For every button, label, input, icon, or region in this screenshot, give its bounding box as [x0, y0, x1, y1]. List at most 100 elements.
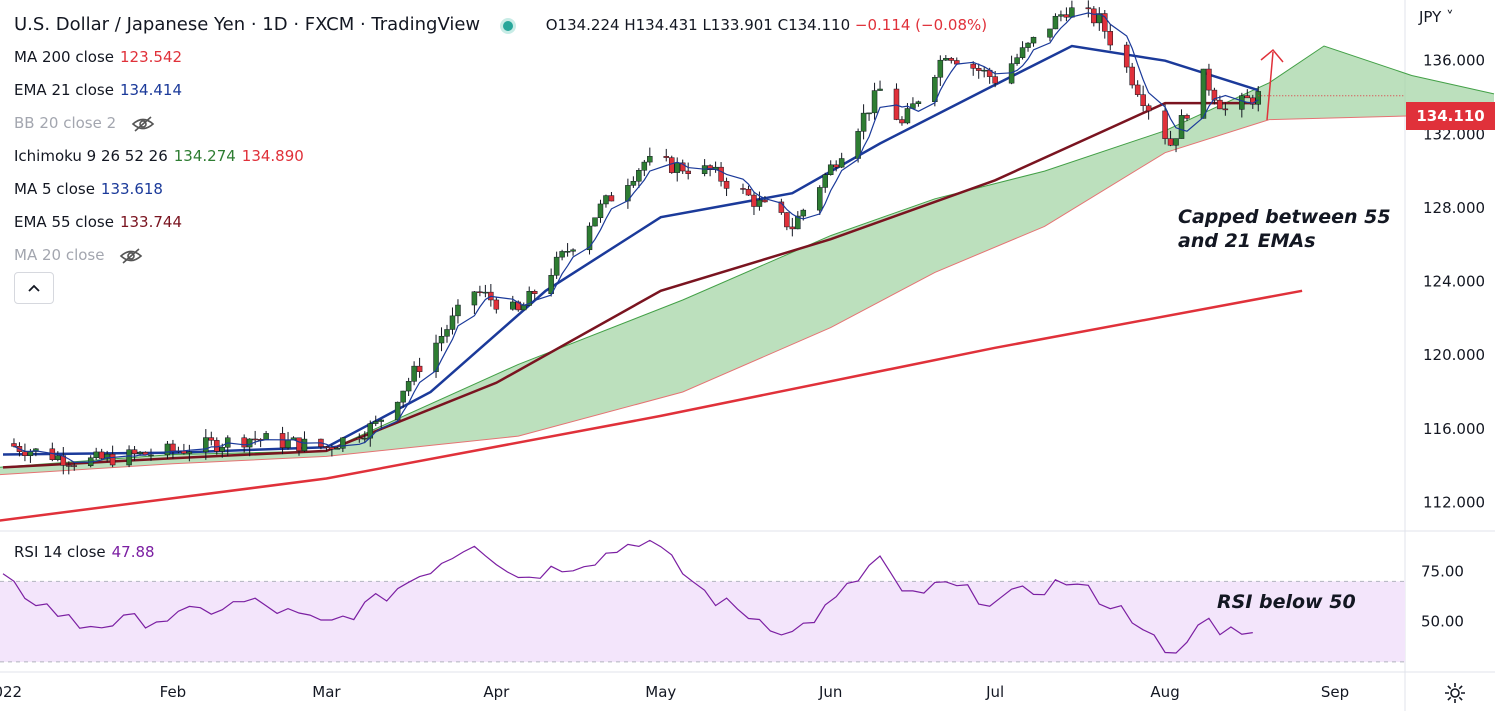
- ichimoku-span-b: [0, 109, 1495, 476]
- annotation-line: Capped between 55: [1178, 206, 1391, 228]
- candle-body: [214, 440, 220, 452]
- collapse-legend-button[interactable]: [14, 272, 54, 304]
- candle-body: [784, 212, 790, 228]
- ohlc-change: −0.114 (−0.08%): [854, 16, 988, 34]
- indicator-bb20[interactable]: BB 20 close 2: [14, 107, 987, 140]
- currency-label: JPY: [1419, 8, 1442, 26]
- symbol-title[interactable]: U.S. Dollar / Japanese Yen · 1D · FXCM ·…: [14, 14, 481, 35]
- candle-body: [203, 437, 209, 453]
- candle-body: [685, 170, 691, 174]
- candle-body: [663, 156, 670, 158]
- candle-body: [981, 69, 987, 72]
- indicator-label: EMA 55 close: [14, 213, 114, 231]
- ohlc-high: H134.431: [624, 16, 698, 34]
- candle-body: [170, 443, 176, 452]
- candle-body: [416, 365, 423, 372]
- candle-body: [137, 451, 143, 454]
- gear-icon[interactable]: [1443, 681, 1467, 705]
- rsi-band: [0, 581, 1405, 662]
- candle-body: [740, 188, 746, 190]
- price-tick-label: 128.000: [1423, 199, 1485, 217]
- candle-body: [641, 161, 648, 171]
- indicator-ma20[interactable]: MA 20 close: [14, 239, 987, 272]
- candle-body: [778, 201, 785, 213]
- candle-body: [827, 164, 834, 175]
- candle-body: [471, 291, 478, 306]
- candle-body: [992, 76, 998, 84]
- time-tick-label: Apr: [483, 683, 510, 701]
- time-tick-label: Jul: [985, 683, 1004, 701]
- indicator-ma5[interactable]: MA 5 close 133.618: [14, 173, 987, 206]
- ohlc-close: C134.110: [777, 16, 851, 34]
- candle-body: [915, 101, 922, 104]
- time-tick-label: Feb: [160, 683, 187, 701]
- annotation-main: Capped between 55 and 21 EMAs: [1178, 205, 1391, 253]
- candle-body: [263, 433, 269, 441]
- indicator-label: EMA 21 close: [14, 81, 114, 99]
- price-tick-label: 120.000: [1423, 346, 1485, 364]
- candle-body: [1222, 108, 1229, 111]
- candle-body: [482, 291, 489, 294]
- candle-body: [510, 301, 516, 310]
- time-tick-label: Mar: [312, 683, 341, 701]
- candle-body: [899, 119, 905, 124]
- candle-body: [449, 315, 456, 330]
- candle-body: [1244, 95, 1251, 99]
- price-tick-label: 136.000: [1423, 52, 1485, 70]
- rsi-legend[interactable]: RSI 14 close 47.88: [14, 543, 155, 561]
- candle-body: [586, 225, 593, 251]
- rsi-tick-label: 50.00: [1421, 613, 1464, 631]
- candle-body: [340, 437, 346, 449]
- candle-body: [795, 215, 801, 230]
- indicator-ma200[interactable]: MA 200 close 123.542: [14, 41, 987, 74]
- currency-selector[interactable]: JPY ˅: [1419, 8, 1454, 26]
- indicator-ichimoku[interactable]: Ichimoku 9 26 52 26 134.274 134.890: [14, 140, 987, 173]
- time-tick-label: May: [645, 683, 676, 701]
- candle-body: [1102, 13, 1108, 32]
- candle-body: [1058, 14, 1064, 17]
- indicator-ema21[interactable]: EMA 21 close 134.414: [14, 74, 987, 107]
- candle-body: [1134, 84, 1141, 95]
- candle-body: [762, 199, 768, 203]
- candle-body: [970, 63, 976, 69]
- ma5-line: [13, 12, 1259, 464]
- candle-body: [570, 249, 576, 252]
- candle-body: [93, 451, 99, 459]
- hidden-eye-icon[interactable]: [119, 247, 143, 265]
- candle-body: [948, 58, 955, 61]
- candle-body: [252, 438, 258, 441]
- candle-body: [285, 439, 291, 448]
- time-tick-label: Jun: [818, 683, 842, 701]
- candle-body: [838, 158, 845, 168]
- candle-body: [477, 291, 483, 294]
- candle-body: [1239, 95, 1245, 110]
- candle-body: [1014, 57, 1020, 64]
- candle-body: [877, 88, 883, 91]
- candle-body: [636, 170, 642, 182]
- candle-body: [455, 304, 461, 317]
- rsi-value: 47.88: [111, 543, 155, 561]
- hidden-eye-icon[interactable]: [131, 115, 155, 133]
- annotation-line: and 21 EMAs: [1178, 230, 1316, 252]
- candle-body: [630, 180, 637, 186]
- candle-body: [553, 256, 560, 276]
- candle-body: [1069, 7, 1075, 18]
- chevron-up-icon: [28, 284, 40, 292]
- candle-body: [356, 437, 363, 440]
- candle-body: [241, 437, 247, 448]
- candle-body: [1129, 66, 1135, 86]
- candle-body: [378, 419, 384, 422]
- candle-body: [1200, 68, 1207, 119]
- candle-body: [597, 203, 604, 219]
- indicator-ema55[interactable]: EMA 55 close 133.744: [14, 206, 987, 239]
- candle-body: [1091, 8, 1097, 24]
- price-tick-label: 124.000: [1423, 273, 1485, 291]
- ichimoku-cloud: [0, 46, 1494, 475]
- candle-body: [104, 453, 110, 459]
- candle-body: [334, 448, 341, 450]
- candle-body: [1063, 14, 1070, 18]
- candle-body: [893, 88, 900, 120]
- candle-body: [1162, 110, 1168, 139]
- candle-body: [1167, 138, 1174, 146]
